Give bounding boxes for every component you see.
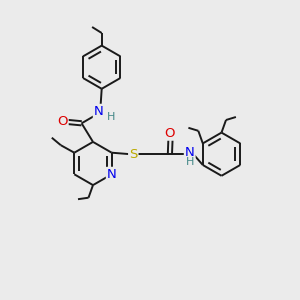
Text: N: N [94, 105, 104, 118]
Text: N: N [185, 146, 195, 159]
Text: O: O [165, 127, 175, 140]
Text: S: S [129, 148, 137, 161]
Text: O: O [57, 115, 68, 128]
Text: H: H [186, 157, 194, 167]
Text: H: H [107, 112, 116, 122]
Text: N: N [107, 168, 117, 181]
